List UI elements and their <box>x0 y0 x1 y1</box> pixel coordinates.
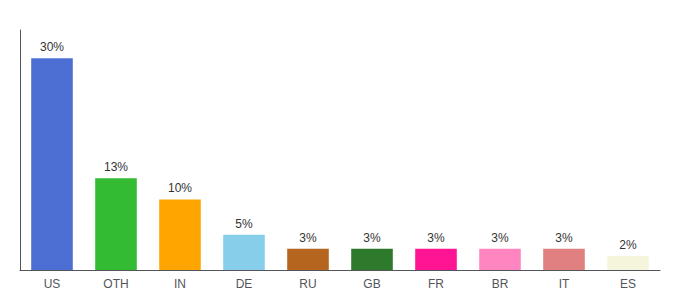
svg-text:RU: RU <box>299 277 316 291</box>
svg-text:10%: 10% <box>168 181 192 195</box>
svg-text:DE: DE <box>236 277 253 291</box>
svg-text:3%: 3% <box>555 231 573 245</box>
svg-text:5%: 5% <box>235 217 253 231</box>
svg-text:BR: BR <box>492 277 509 291</box>
svg-text:OTH: OTH <box>103 277 128 291</box>
svg-text:3%: 3% <box>299 231 317 245</box>
svg-text:3%: 3% <box>427 231 445 245</box>
svg-text:FR: FR <box>428 277 444 291</box>
svg-text:IN: IN <box>174 277 186 291</box>
svg-text:3%: 3% <box>491 231 509 245</box>
svg-text:IT: IT <box>559 277 570 291</box>
svg-text:GB: GB <box>363 277 380 291</box>
svg-text:30%: 30% <box>40 40 64 54</box>
svg-text:13%: 13% <box>104 160 128 174</box>
svg-text:2%: 2% <box>619 238 637 252</box>
svg-text:ES: ES <box>620 277 636 291</box>
svg-text:3%: 3% <box>363 231 381 245</box>
svg-text:US: US <box>44 277 61 291</box>
